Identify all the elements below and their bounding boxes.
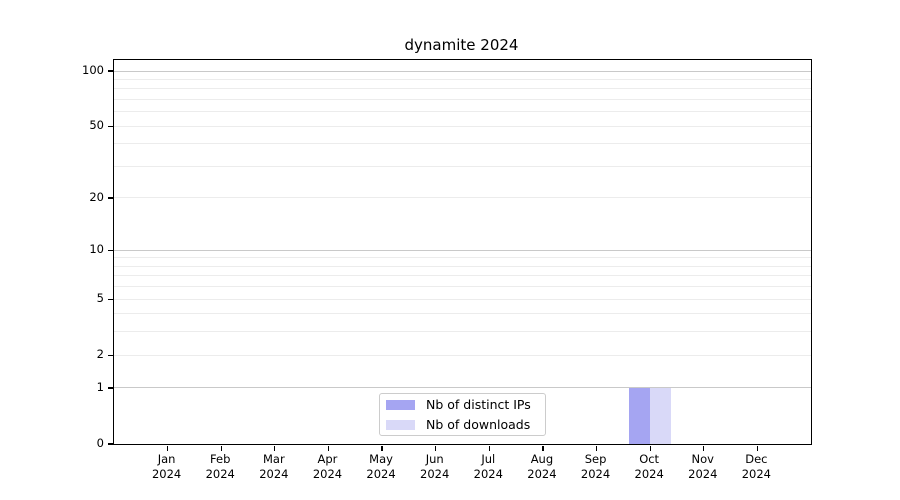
y-tick-mark <box>107 354 113 356</box>
minor-gridline <box>114 98 811 100</box>
y-tick-mark <box>107 197 113 199</box>
minor-gridline <box>114 275 811 277</box>
minor-gridline <box>114 111 811 113</box>
x-tick-mark <box>381 445 383 451</box>
x-tick-label: Oct 2024 <box>634 452 664 481</box>
y-tick-label: 0 <box>96 436 104 450</box>
y-tick-mark <box>107 298 113 300</box>
major-gridline <box>114 387 811 389</box>
x-tick-mark <box>542 445 544 451</box>
chart-title: dynamite 2024 <box>404 36 519 54</box>
x-tick-label: Sep 2024 <box>580 452 611 481</box>
x-tick-mark <box>274 445 276 451</box>
minor-gridline <box>114 143 811 145</box>
y-tick-mark <box>107 443 113 445</box>
major-gridline <box>114 70 811 72</box>
minor-gridline <box>114 265 811 267</box>
y-tick-label: 1 <box>96 379 104 394</box>
x-tick-mark <box>488 445 490 451</box>
minor-gridline <box>114 125 811 127</box>
x-tick-label: Mar 2024 <box>259 452 289 481</box>
legend-item-distinct-ips: Nb of distinct IPs <box>386 396 539 413</box>
minor-gridline <box>114 88 811 90</box>
legend-label-distinct-ips: Nb of distinct IPs <box>426 397 531 412</box>
x-tick-mark <box>220 445 222 451</box>
y-tick-label: 20 <box>89 189 104 204</box>
plot-area <box>107 59 812 451</box>
legend-swatch-downloads <box>386 419 415 430</box>
minor-gridline <box>114 298 811 300</box>
legend-swatch-distinct-ips <box>386 399 415 410</box>
x-tick-mark <box>327 445 330 451</box>
minor-gridline <box>114 286 811 288</box>
minor-gridline <box>114 165 811 167</box>
y-tick-label: 50 <box>89 118 104 133</box>
minor-gridline <box>114 197 811 199</box>
x-tick-mark <box>649 445 651 451</box>
x-tick-mark <box>703 445 705 451</box>
y-tick-label: 10 <box>89 242 104 257</box>
minor-gridline <box>114 257 811 259</box>
bar-downloads <box>650 387 672 444</box>
x-tick-label: Dec 2024 <box>741 452 772 481</box>
x-tick-mark <box>167 445 169 451</box>
minor-gridline <box>114 354 811 356</box>
legend-item-downloads: Nb of downloads <box>386 416 539 433</box>
x-tick-label: Aug 2024 <box>527 452 557 481</box>
x-tick-label: May 2024 <box>366 452 396 481</box>
y-tick-label: 100 <box>82 63 104 77</box>
x-tick-label: Jun 2024 <box>420 452 450 481</box>
y-tick-mark <box>107 125 113 127</box>
x-tick-mark <box>756 445 758 451</box>
y-tick-mark <box>107 249 113 251</box>
minor-gridline <box>114 313 811 315</box>
x-tick-mark <box>435 445 437 451</box>
x-tick-label: Apr 2024 <box>312 452 343 481</box>
major-gridline <box>114 249 811 251</box>
x-tick-mark <box>595 445 598 451</box>
legend-label-downloads: Nb of downloads <box>426 417 531 432</box>
legend: Nb of distinct IPs Nb of downloads <box>379 393 546 436</box>
x-tick-label: Jan 2024 <box>151 452 182 481</box>
y-tick-mark <box>107 387 113 389</box>
x-tick-label: Nov 2024 <box>688 452 718 481</box>
x-tick-label: Jul 2024 <box>473 452 503 481</box>
x-tick-label: Feb 2024 <box>205 452 235 481</box>
bar-distinct-ips <box>629 387 651 444</box>
y-tick-label: 5 <box>96 291 104 306</box>
y-tick-label: 2 <box>96 347 104 362</box>
minor-gridline <box>114 78 811 80</box>
minor-gridline <box>114 331 811 333</box>
y-tick-mark <box>107 70 113 72</box>
